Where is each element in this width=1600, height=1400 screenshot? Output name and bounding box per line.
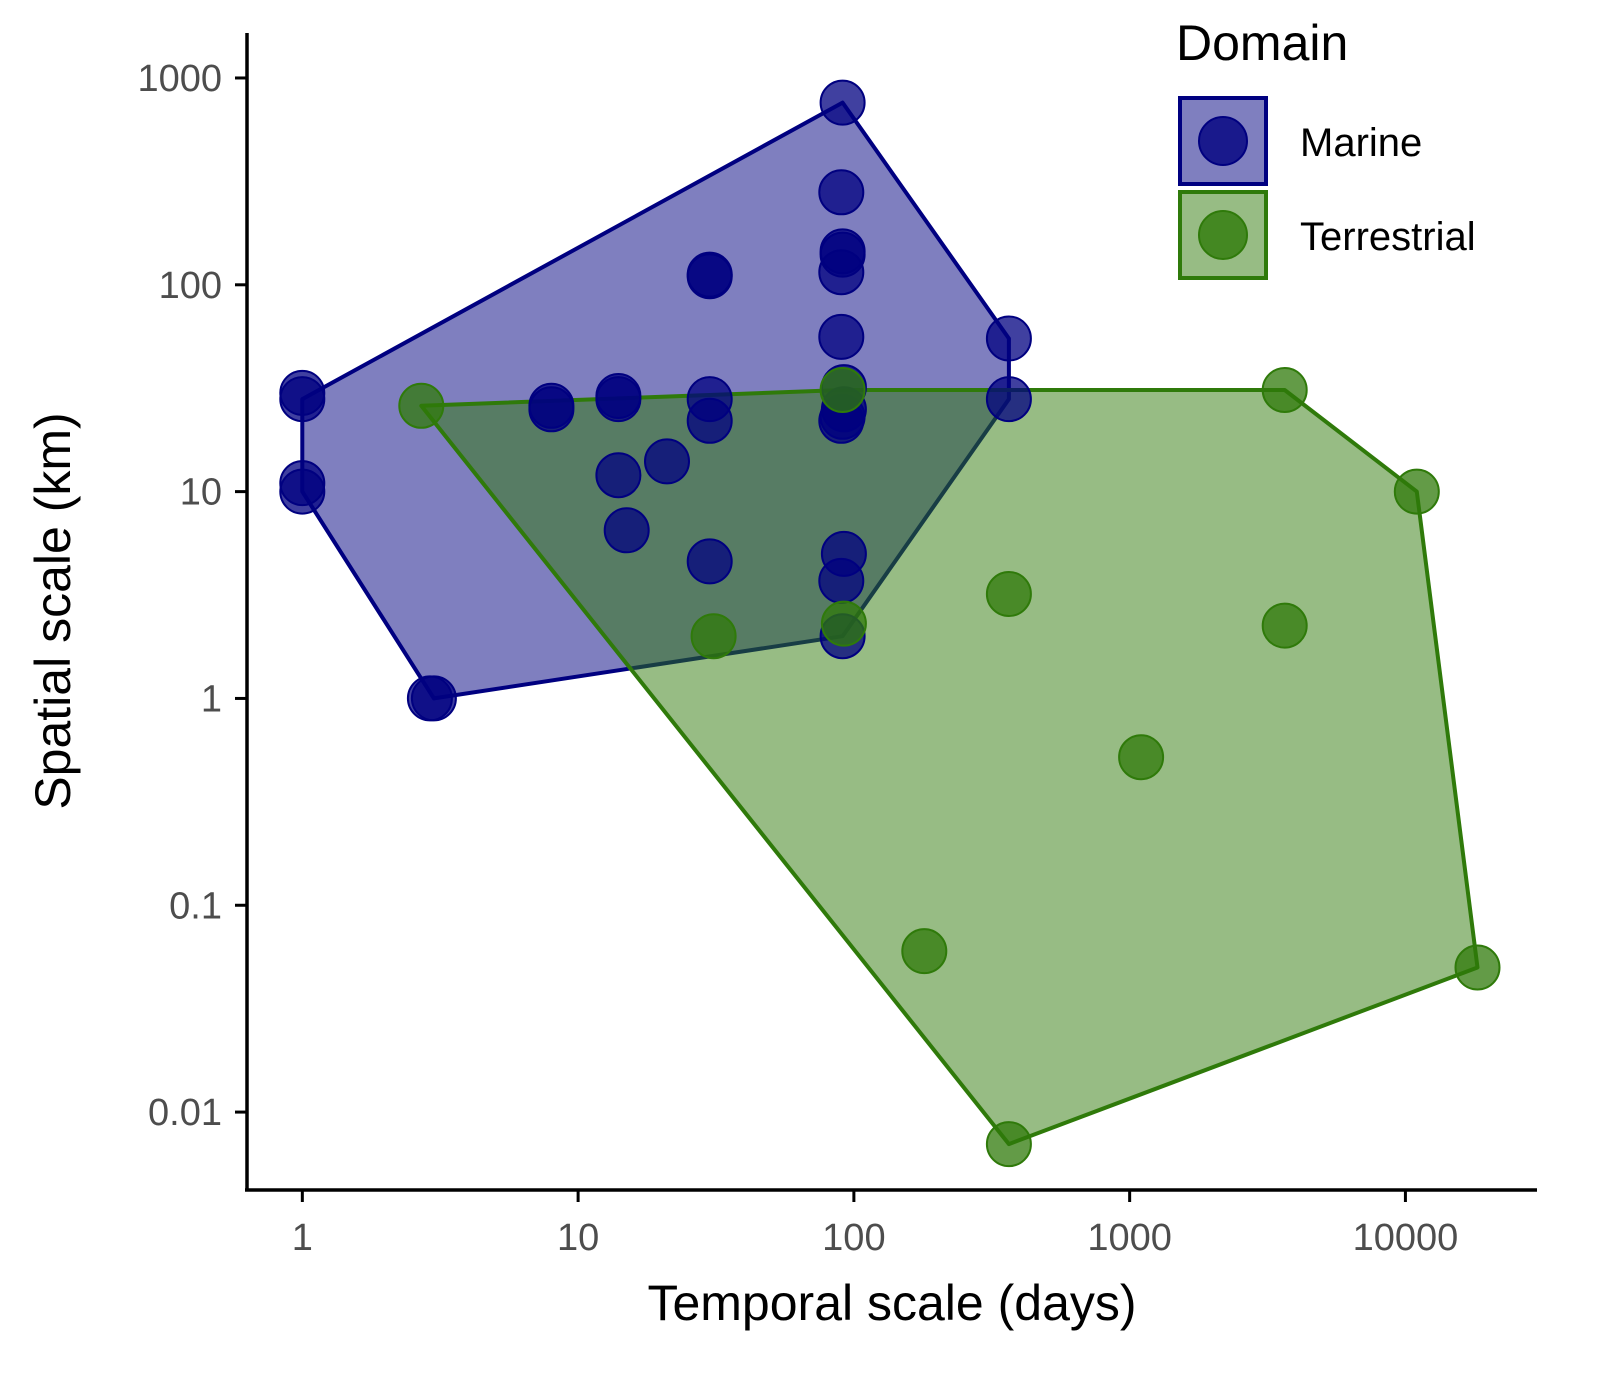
point-marine-7 <box>528 386 575 433</box>
point-marine-18 <box>819 79 866 126</box>
point-terrestrial-0 <box>398 382 445 429</box>
y-tick-label-1: 0.1 <box>169 885 222 927</box>
legend-label-terrestrial: Terrestrial <box>1300 215 1476 259</box>
point-marine-10 <box>595 452 642 499</box>
point-marine-14 <box>686 251 733 298</box>
point-marine-3 <box>279 468 326 515</box>
points-layer <box>279 79 1501 1168</box>
point-terrestrial-1 <box>690 613 737 660</box>
point-terrestrial-5 <box>985 571 1032 617</box>
axes: 1 10 100 1000 10000 0.01 0.1 1 10 100 1000 <box>137 33 1537 1259</box>
point-terrestrial-10 <box>1393 468 1440 515</box>
y-axis-title: Spatial scale (km) <box>25 412 81 809</box>
legend-marker-terrestrial <box>1198 210 1248 260</box>
point-marine-11 <box>603 507 650 554</box>
point-terrestrial-6 <box>985 1121 1032 1168</box>
point-marine-5 <box>406 675 453 722</box>
point-terrestrial-8 <box>1261 367 1308 413</box>
x-tick-label-2: 100 <box>822 1217 885 1259</box>
point-marine-16 <box>686 397 733 444</box>
hull-terrestrial <box>419 388 1480 1147</box>
legend-key-marine <box>1178 96 1268 186</box>
legend-key-terrestrial <box>1178 190 1268 280</box>
y-ticks: 0.01 0.1 1 10 100 1000 <box>137 58 247 1134</box>
point-marine-29 <box>818 557 865 604</box>
point-marine-17 <box>686 538 733 585</box>
point-terrestrial-4 <box>901 928 948 975</box>
point-terrestrial-3 <box>819 367 866 413</box>
point-marine-22 <box>818 249 865 296</box>
point-marine-32 <box>985 376 1032 423</box>
x-ticks: 1 10 100 1000 10000 <box>292 1190 1458 1259</box>
x-axis-title: Temporal scale (days) <box>647 1275 1136 1331</box>
point-terrestrial-9 <box>1261 602 1308 649</box>
legend-label-marine: Marine <box>1300 121 1422 165</box>
y-tick-label-0: 0.01 <box>148 1092 222 1134</box>
legend-marker-marine <box>1198 116 1248 166</box>
y-tick-label-3: 10 <box>180 472 222 514</box>
point-terrestrial-2 <box>820 600 867 647</box>
point-marine-23 <box>818 313 865 360</box>
x-tick-label-4: 10000 <box>1353 1217 1459 1259</box>
point-marine-31 <box>985 315 1032 362</box>
y-tick-label-5: 1000 <box>137 58 222 100</box>
point-marine-1 <box>279 376 326 423</box>
point-terrestrial-11 <box>1454 944 1501 991</box>
y-tick-label-4: 100 <box>159 265 222 307</box>
point-marine-19 <box>818 169 865 216</box>
y-tick-label-2: 1 <box>201 678 222 720</box>
legend-swatch-terrestrial <box>1178 190 1268 280</box>
x-tick-label-1: 10 <box>557 1217 599 1259</box>
x-tick-label-0: 1 <box>292 1217 313 1259</box>
legend: Domain Marine Terrestrial <box>1176 15 1476 280</box>
legend-title: Domain <box>1176 15 1348 71</box>
point-terrestrial-7 <box>1118 734 1165 781</box>
point-marine-12 <box>644 438 690 485</box>
x-tick-label-3: 1000 <box>1087 1217 1172 1259</box>
point-marine-9 <box>595 376 642 423</box>
